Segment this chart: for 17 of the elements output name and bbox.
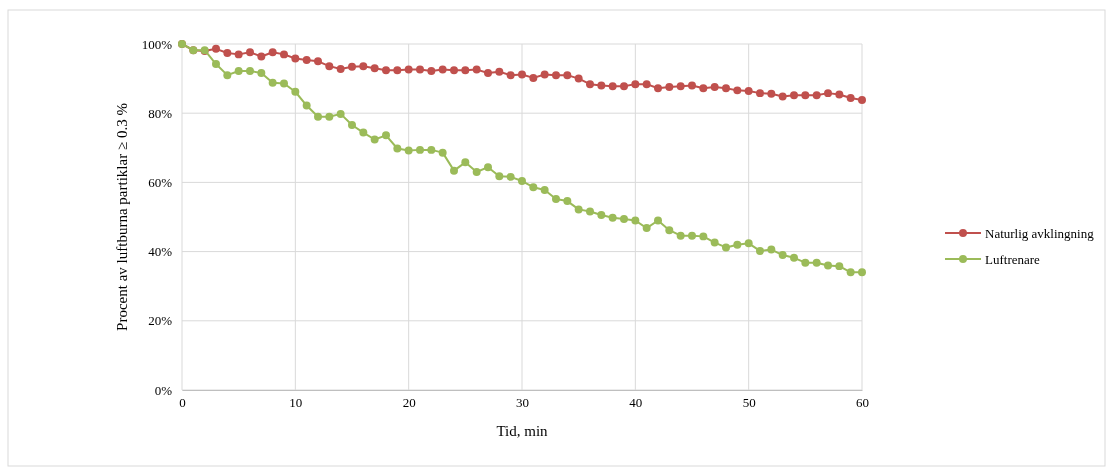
y-tick-label: 40% bbox=[148, 244, 173, 260]
legend-label: Naturlig avklingning bbox=[985, 225, 1095, 241]
x-tick-label: 0 bbox=[179, 395, 186, 411]
y-tick-label: 20% bbox=[148, 313, 173, 329]
y-tick-label: 100% bbox=[141, 36, 173, 52]
y-axis-title: Procent av luftburna partiklar ≥ 0.3 % bbox=[114, 103, 130, 331]
y-tick-label: 80% bbox=[148, 105, 173, 121]
y-tick-label: 0% bbox=[154, 382, 173, 398]
x-tick-label: 40 bbox=[629, 395, 643, 411]
x-tick-label: 30 bbox=[516, 395, 529, 411]
y-tick-label: 60% bbox=[148, 175, 173, 191]
x-tick-label: 10 bbox=[289, 395, 303, 411]
x-tick-label: 20 bbox=[402, 395, 416, 411]
x-tick-label: 60 bbox=[856, 395, 869, 411]
x-tick-label: 50 bbox=[742, 395, 756, 411]
x-axis-title: Tid, min bbox=[496, 423, 549, 439]
legend-label: Luftrenare bbox=[985, 251, 1041, 267]
